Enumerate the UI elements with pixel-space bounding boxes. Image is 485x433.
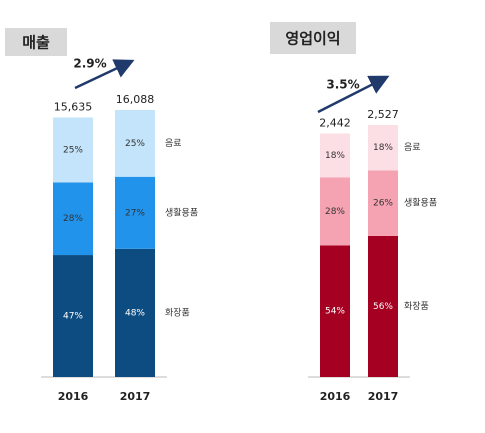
bar-segment (115, 110, 155, 177)
x-tick-label: 2017 (368, 390, 399, 403)
title-box (5, 28, 67, 56)
value-label: 48% (125, 308, 145, 318)
legend-label: 화장품 (165, 307, 190, 318)
value-label: 54% (325, 307, 345, 317)
title-box (270, 22, 356, 54)
value-label: 28% (325, 207, 345, 217)
legend-label: 생활용품 (165, 206, 198, 218)
value-label: 25% (125, 139, 145, 149)
growth-label: 3.5% (326, 78, 359, 92)
growth-arrow (317, 75, 390, 114)
legend-label: 음료 (165, 138, 182, 149)
bar-segment (320, 133, 350, 178)
bar-segment (368, 170, 398, 236)
bar-segment (53, 255, 93, 377)
growth-arrow (74, 59, 135, 90)
growth-label: 2.9% (73, 57, 106, 71)
bar-segment (53, 117, 93, 183)
total-label: 16,088 (116, 93, 155, 106)
value-label: 47% (63, 312, 83, 322)
total-label: 15,635 (54, 101, 93, 114)
value-label: 18% (373, 143, 393, 153)
bar-segment (320, 245, 350, 377)
value-label: 18% (325, 151, 345, 161)
bar-segment (115, 176, 155, 249)
bar-segment (368, 125, 398, 171)
value-label: 25% (63, 145, 83, 155)
value-label: 27% (125, 208, 145, 218)
total-label: 2,442 (319, 116, 351, 129)
chart-title: 매출 (22, 34, 50, 52)
value-label: 56% (373, 302, 393, 312)
legend-label: 생활용품 (404, 197, 437, 209)
bar-segment (320, 177, 350, 246)
value-label: 28% (63, 214, 83, 224)
x-tick-label: 2016 (58, 390, 89, 403)
legend-label: 화장품 (404, 301, 429, 312)
bar-segment (368, 235, 398, 377)
total-label: 2,527 (367, 108, 399, 121)
bar-segment (53, 182, 93, 256)
chart-title: 영업이익 (285, 30, 340, 48)
bar-segment (115, 248, 155, 377)
x-tick-label: 2016 (320, 390, 351, 403)
value-label: 26% (373, 199, 393, 209)
legend-label: 음료 (404, 142, 421, 153)
x-tick-label: 2017 (120, 390, 151, 403)
